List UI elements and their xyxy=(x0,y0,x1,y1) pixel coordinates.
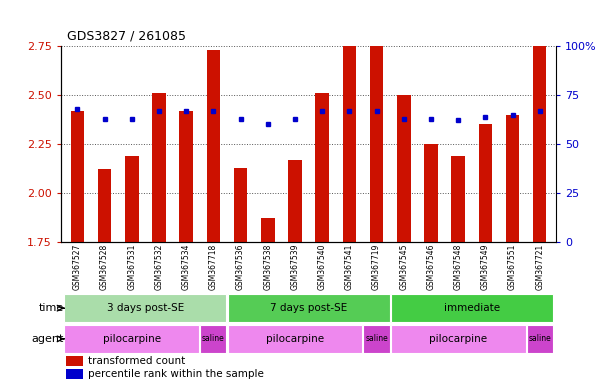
Bar xyxy=(227,295,390,322)
Bar xyxy=(180,111,193,242)
Bar xyxy=(261,218,274,242)
Text: saline: saline xyxy=(365,334,388,343)
Text: GDS3827 / 261085: GDS3827 / 261085 xyxy=(67,29,186,42)
Bar xyxy=(207,50,220,242)
Bar xyxy=(234,167,247,242)
Bar xyxy=(478,124,492,242)
Bar xyxy=(397,95,411,242)
Bar xyxy=(66,369,83,379)
Bar xyxy=(64,325,199,353)
Bar xyxy=(533,25,546,242)
Bar xyxy=(424,144,437,242)
Text: 7 days post-SE: 7 days post-SE xyxy=(270,303,347,313)
Text: immediate: immediate xyxy=(444,303,500,313)
Bar xyxy=(452,156,465,242)
Bar xyxy=(527,325,553,353)
Bar xyxy=(71,111,84,242)
Bar xyxy=(64,295,227,322)
Bar xyxy=(288,160,302,242)
Text: time: time xyxy=(38,303,64,313)
Bar xyxy=(506,115,519,242)
Bar xyxy=(227,325,362,353)
Text: pilocarpine: pilocarpine xyxy=(266,334,324,344)
Text: transformed count: transformed count xyxy=(89,356,186,366)
Bar xyxy=(98,169,111,242)
Bar xyxy=(315,93,329,242)
Text: 3 days post-SE: 3 days post-SE xyxy=(107,303,184,313)
Bar xyxy=(343,36,356,242)
Text: saline: saline xyxy=(529,334,551,343)
Bar xyxy=(66,356,83,366)
Text: agent: agent xyxy=(31,334,64,344)
Bar xyxy=(200,325,227,353)
Bar xyxy=(390,295,553,322)
Text: percentile rank within the sample: percentile rank within the sample xyxy=(89,369,264,379)
Bar xyxy=(125,156,139,242)
Text: saline: saline xyxy=(202,334,225,343)
Bar xyxy=(390,325,525,353)
Text: pilocarpine: pilocarpine xyxy=(429,334,487,344)
Bar xyxy=(364,325,390,353)
Text: pilocarpine: pilocarpine xyxy=(103,334,161,344)
Bar xyxy=(152,93,166,242)
Bar xyxy=(370,25,383,242)
